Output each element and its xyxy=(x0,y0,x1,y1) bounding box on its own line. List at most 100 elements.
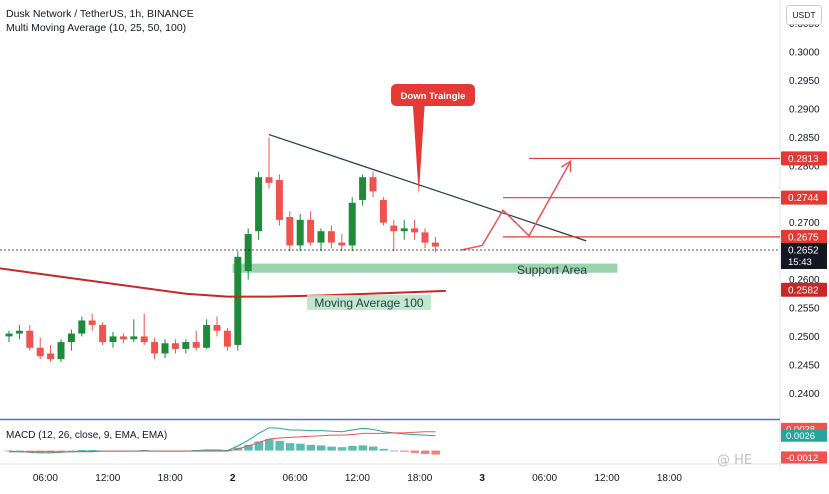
level-price-label: 0.2744 xyxy=(788,193,819,204)
macd-histogram-bar xyxy=(317,445,326,451)
macd-value-label-bg xyxy=(781,429,827,442)
macd-histogram-bar xyxy=(327,446,336,451)
candle-body xyxy=(431,242,439,247)
macd-histogram-bar xyxy=(254,441,264,451)
candle-body xyxy=(57,342,65,360)
candle-body xyxy=(400,228,408,232)
macd-histogram-bar xyxy=(36,450,45,452)
candle-body xyxy=(192,342,200,348)
signal-line xyxy=(8,431,436,453)
x-tick-label: 18:00 xyxy=(158,473,183,484)
x-tick-label: 06:00 xyxy=(282,473,307,484)
level-price-label: 0.2675 xyxy=(788,232,819,243)
x-tick-label: 12:00 xyxy=(345,473,370,484)
candle-body xyxy=(223,330,231,347)
macd-histogram-bar xyxy=(410,450,420,453)
y-tick-label: 0.2450 xyxy=(789,360,820,371)
candle-body xyxy=(26,330,34,348)
macd-histogram-bar xyxy=(244,444,253,451)
symbol-title: Dusk Network / TetherUS, 1h, BINANCE xyxy=(6,8,194,20)
candle-body xyxy=(348,202,356,246)
candle-body xyxy=(99,325,107,343)
level-price-label-bg xyxy=(781,229,827,244)
macd-histogram-bar xyxy=(88,450,97,451)
candle-body xyxy=(36,347,44,357)
macd-histogram-bar xyxy=(275,440,284,451)
macd-histogram-bar xyxy=(265,439,274,451)
x-tick-label: 2 xyxy=(230,473,236,484)
candle-body xyxy=(317,231,325,243)
candle-body xyxy=(327,231,335,243)
candle-body xyxy=(151,342,159,354)
macd-histogram-bar xyxy=(369,446,378,451)
current-price-label-bg xyxy=(781,242,827,269)
candle-body xyxy=(307,219,315,243)
macd-histogram-bar xyxy=(67,450,76,452)
level-price-label: 0.2813 xyxy=(788,154,819,165)
projection-path xyxy=(461,160,572,251)
candle-body xyxy=(140,336,148,343)
currency-button[interactable]: USDT xyxy=(786,5,822,25)
ma-price-label-bg xyxy=(781,282,827,297)
candle-body xyxy=(369,177,377,192)
candle-body xyxy=(338,242,346,246)
candle-body xyxy=(130,336,138,340)
y-tick-label: 0.2900 xyxy=(789,104,820,115)
indicator-legend: Multi Moving Average (10, 25, 50, 100) xyxy=(6,22,187,34)
macd-histogram-bar xyxy=(348,446,357,451)
ma-price-label: 0.2582 xyxy=(788,285,819,296)
macd-histogram-bar xyxy=(421,450,430,454)
down-triangle-trendline xyxy=(268,133,587,242)
down-triangle-label: Down Traingle xyxy=(401,91,466,102)
ma-label: Moving Average 100 xyxy=(314,296,424,310)
y-tick-label: 0.2550 xyxy=(789,303,820,314)
macd-histogram-bar xyxy=(389,450,399,452)
y-tick-label: 0.2500 xyxy=(789,332,820,343)
candle-body xyxy=(421,232,429,243)
candle-body xyxy=(88,320,96,326)
x-tick-label: 12:00 xyxy=(594,473,619,484)
x-tick-label: 06:00 xyxy=(33,473,58,484)
x-tick-label: 18:00 xyxy=(657,473,682,484)
candle-body xyxy=(390,225,398,232)
candle-body xyxy=(119,336,127,340)
macd-histogram-bar xyxy=(400,450,409,452)
candle-body xyxy=(379,199,387,223)
countdown-label: 15:43 xyxy=(788,257,812,268)
down-triangle-callout-box xyxy=(391,84,475,106)
candle-body xyxy=(109,336,117,343)
candle-body xyxy=(255,177,263,232)
x-tick-label: 3 xyxy=(479,473,485,484)
candle-body xyxy=(359,177,367,200)
macd-histogram-bar xyxy=(15,450,24,452)
candle-body xyxy=(78,320,86,334)
candle-body xyxy=(213,325,221,331)
level-price-label-bg xyxy=(781,151,827,166)
candle-body xyxy=(67,333,75,343)
support-zone xyxy=(232,263,618,273)
candle-body xyxy=(171,343,179,349)
candle-body xyxy=(265,177,273,183)
x-tick-label: 06:00 xyxy=(532,473,557,484)
macd-histogram-bar xyxy=(46,450,56,452)
macd-histogram-bar xyxy=(57,450,66,452)
macd-histogram-bar xyxy=(306,444,316,451)
y-tick-label: 0.2600 xyxy=(789,275,820,286)
x-tick-label: 18:00 xyxy=(407,473,432,484)
candle-body xyxy=(203,325,211,348)
down-triangle-pointer xyxy=(412,103,425,195)
macd-value-label-bg xyxy=(781,451,827,464)
candle-body xyxy=(244,234,252,272)
macd-histogram-bar xyxy=(285,443,295,451)
macd-histogram-bar xyxy=(379,448,388,451)
macd-histogram-bar xyxy=(431,450,440,455)
macd-histogram-bar xyxy=(296,443,305,451)
projection-arrowhead xyxy=(560,159,572,173)
candle-body xyxy=(275,180,283,220)
y-tick-label: 0.2800 xyxy=(789,161,820,172)
macd-value-label: 0.0026 xyxy=(786,431,815,442)
candle-body xyxy=(286,217,294,246)
support-area-label: Support Area xyxy=(517,263,587,277)
